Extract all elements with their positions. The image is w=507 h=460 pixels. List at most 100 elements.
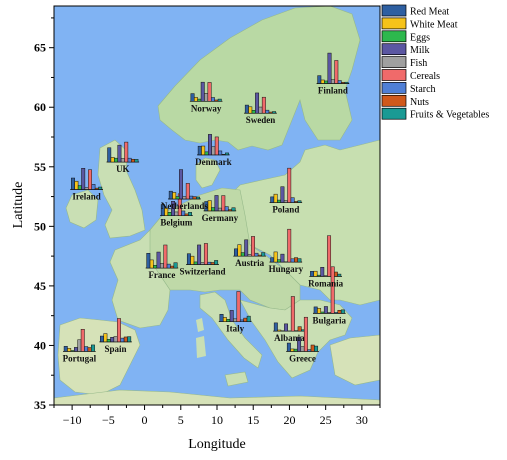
bar-romania-fish <box>324 276 327 277</box>
bar-poland-nuts <box>294 201 297 202</box>
bar-norway-eggs <box>198 99 201 101</box>
bar-ireland-white-meat <box>75 181 78 189</box>
x-axis-label: Longitude <box>188 437 246 452</box>
bar-france-white-meat <box>150 260 153 268</box>
y-tick-label: 65 <box>34 41 46 55</box>
bar-norway-white-meat <box>194 97 197 101</box>
bar-belgium-nuts <box>185 214 188 216</box>
bar-uk-red-meat <box>108 148 111 162</box>
bar-austria-milk <box>245 240 248 256</box>
legend-swatch-fruits-and-vegetables <box>382 108 406 119</box>
country-label-finland: Finland <box>318 85 348 95</box>
bar-hungary-starch <box>291 259 294 262</box>
legend-label-eggs: Eggs <box>410 32 430 43</box>
bar-spain-red-meat <box>100 336 103 342</box>
bar-spain-milk <box>110 337 113 342</box>
bar-germany-eggs <box>211 207 214 210</box>
bar-sweden-fruits-and-vegetables <box>272 112 275 114</box>
bar-portugal-eggs <box>71 351 74 352</box>
bar-austria-starch <box>255 253 258 256</box>
bar-bulgaria-milk <box>324 306 327 313</box>
bar-denmark-white-meat <box>201 146 204 155</box>
bar-romania-cereals <box>327 236 330 277</box>
bar-greece-fruits-and-vegetables <box>314 346 317 351</box>
bar-uk-white-meat <box>111 157 114 162</box>
bar-netherlands-cereals <box>186 183 189 199</box>
bar-italy-fruits-and-vegetables <box>247 316 250 321</box>
legend-swatch-cereals <box>382 70 406 81</box>
bar-sweden-milk <box>255 93 258 113</box>
bar-hungary-milk <box>281 254 284 262</box>
legend-label-cereals: Cereals <box>410 71 440 82</box>
bar-germany-fruits-and-vegetables <box>232 208 235 211</box>
bar-france-red-meat <box>147 253 150 268</box>
bar-ireland-starch <box>92 184 95 189</box>
bar-belgium-fish <box>175 212 178 216</box>
bar-denmark-nuts <box>222 154 225 155</box>
bar-netherlands-fish <box>183 197 186 199</box>
bar-switzerland-eggs <box>194 262 197 265</box>
y-tick-label: 60 <box>34 100 46 114</box>
bar-spain-cereals <box>117 319 120 342</box>
bar-bulgaria-starch <box>334 312 337 313</box>
bar-spain-nuts <box>124 337 127 342</box>
legend-label-milk: Milk <box>410 45 429 56</box>
bar-bulgaria-fruits-and-vegetables <box>341 310 344 313</box>
bar-portugal-fish <box>78 340 81 352</box>
bar-portugal-white-meat <box>67 348 70 351</box>
bar-austria-fruits-and-vegetables <box>262 253 265 257</box>
bar-romania-white-meat <box>314 271 317 276</box>
bar-bulgaria-cereals <box>331 267 334 313</box>
bar-romania-red-meat <box>310 271 313 276</box>
x-tick-label: −5 <box>102 413 115 427</box>
x-tick-label: −10 <box>63 413 82 427</box>
bar-uk-starch <box>128 158 131 162</box>
bar-germany-fish <box>218 208 221 211</box>
x-tick-label: 20 <box>283 413 295 427</box>
bar-netherlands-eggs <box>176 196 179 198</box>
bar-netherlands-red-meat <box>169 191 172 199</box>
bar-netherlands-milk <box>179 170 182 199</box>
bar-bulgaria-fish <box>328 312 331 313</box>
legend-swatch-starch <box>382 82 406 93</box>
bar-france-eggs <box>153 265 156 268</box>
bar-albania-cereals <box>291 296 294 331</box>
bar-spain-starch <box>121 338 124 342</box>
legend-swatch-nuts <box>382 95 406 106</box>
bar-austria-red-meat <box>234 249 237 256</box>
x-tick-label: 10 <box>211 413 223 427</box>
bar-uk-cereals <box>125 142 128 162</box>
country-label-spain: Spain <box>105 344 127 354</box>
bar-finland-starch <box>338 81 341 84</box>
bar-austria-nuts <box>258 255 261 256</box>
bar-ireland-fruits-and-vegetables <box>99 187 102 189</box>
legend-label-nuts: Nuts <box>410 97 429 108</box>
bar-denmark-eggs <box>205 152 208 155</box>
bar-bulgaria-eggs <box>321 312 324 313</box>
bar-ireland-nuts <box>95 188 98 189</box>
legend-label-starch: Starch <box>410 84 436 95</box>
country-label-sweden: Sweden <box>246 115 276 125</box>
bar-poland-eggs <box>277 200 280 202</box>
bar-romania-fruits-and-vegetables <box>338 274 341 276</box>
country-label-ireland: Ireland <box>72 191 100 201</box>
legend-label-fruits-and-vegetables: Fruits & Vegetables <box>410 110 489 121</box>
bar-poland-fish <box>284 201 287 203</box>
bar-norway-fish <box>204 93 207 101</box>
country-label-switzerland: Switzerland <box>180 266 226 276</box>
country-label-uk: UK <box>116 164 130 174</box>
bar-greece-fish <box>301 347 304 352</box>
bar-romania-milk <box>321 267 324 276</box>
bar-switzerland-fruits-and-vegetables <box>214 260 217 264</box>
bar-albania-milk <box>284 324 287 331</box>
bar-norway-cereals <box>208 82 211 101</box>
bar-sweden-nuts <box>269 112 272 113</box>
country-label-albania: Albania <box>274 333 305 343</box>
country-label-norway: Norway <box>191 103 222 113</box>
bar-italy-nuts <box>244 318 247 322</box>
legend-swatch-milk <box>382 44 406 55</box>
bar-france-milk <box>157 252 160 268</box>
bar-norway-starch <box>211 98 214 102</box>
country-label-netherlands: Netherlands <box>161 201 208 211</box>
